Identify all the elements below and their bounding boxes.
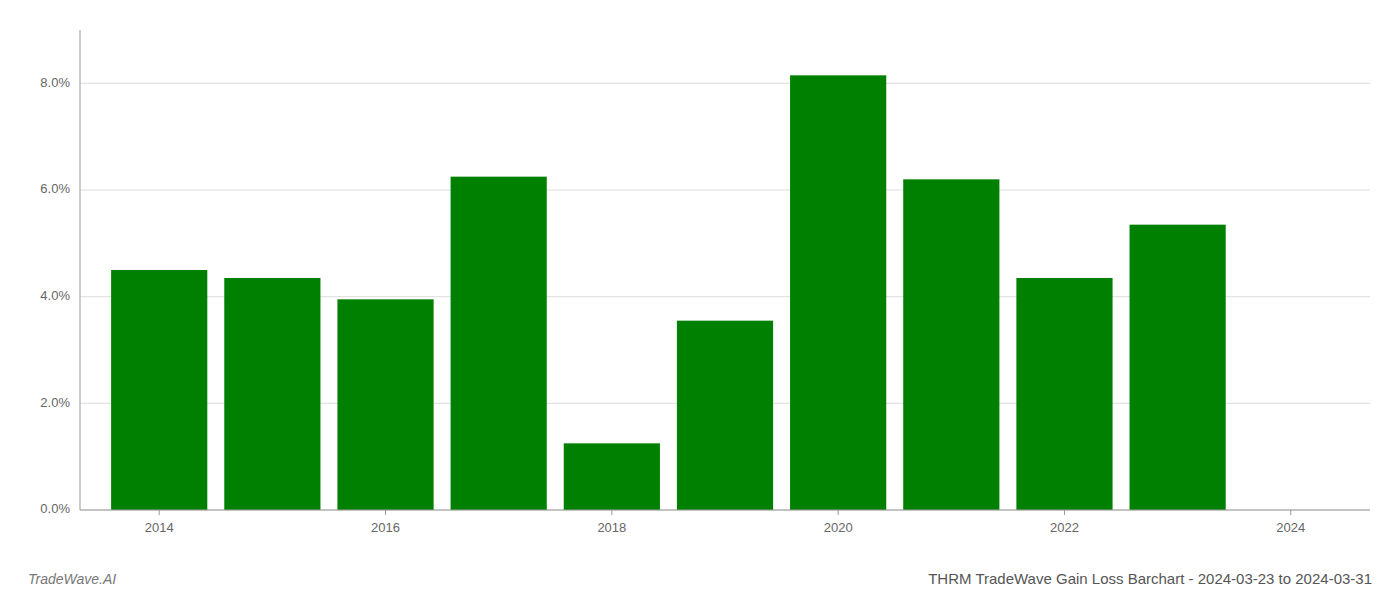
y-tick-labels: 0.0% 2.0% 4.0% 6.0% 8.0%	[40, 75, 70, 517]
grid-line	[80, 510, 1370, 511]
x-tick-label: 2022	[1050, 520, 1079, 535]
y-tick-label: 0.0%	[40, 501, 70, 516]
y-tick-label: 4.0%	[40, 288, 70, 303]
x-tick-label: 2020	[824, 520, 853, 535]
bar	[564, 443, 660, 510]
watermark: TradeWave.AI	[28, 571, 116, 587]
y-tick-label: 6.0%	[40, 181, 70, 196]
y-tick-label: 2.0%	[40, 395, 70, 410]
y-axis-line	[80, 30, 81, 510]
title: THRM TradeWave Gain Loss Barchart - 2024…	[928, 570, 1372, 587]
bar	[903, 179, 999, 510]
x-tick	[1064, 510, 1065, 515]
bar	[1130, 225, 1226, 510]
chart: 0.0% 2.0% 4.0% 6.0% 8.0% 2014 2016 2018 2020 2022…	[0, 0, 1400, 600]
chart-container: 0.0% 2.0% 4.0% 6.0% 8.0% 2014 2016 2018 2020 2022…	[0, 0, 1400, 600]
x-tick	[611, 510, 612, 515]
bar	[337, 299, 433, 510]
x-tick-label: 2018	[597, 520, 626, 535]
bar	[1016, 278, 1112, 510]
bars	[111, 75, 1226, 510]
grid-line	[80, 190, 1370, 191]
bar	[451, 177, 547, 510]
x-tick-label: 2016	[371, 520, 400, 535]
x-ticks: 2014 2016 2018 2020 2022 2024	[145, 510, 1306, 535]
grid-line	[80, 83, 1370, 84]
x-tick	[1290, 510, 1291, 515]
y-tick-label: 8.0%	[40, 75, 70, 90]
x-tick-label: 2024	[1276, 520, 1305, 535]
y-grid	[80, 83, 1370, 510]
bar	[677, 321, 773, 510]
x-axis-line	[80, 510, 1370, 511]
x-tick	[385, 510, 386, 515]
bar	[224, 278, 320, 510]
bar	[111, 270, 207, 510]
bar	[790, 75, 886, 510]
x-tick	[159, 510, 160, 515]
x-tick	[838, 510, 839, 515]
axes	[80, 30, 1370, 510]
x-tick-label: 2014	[145, 520, 174, 535]
